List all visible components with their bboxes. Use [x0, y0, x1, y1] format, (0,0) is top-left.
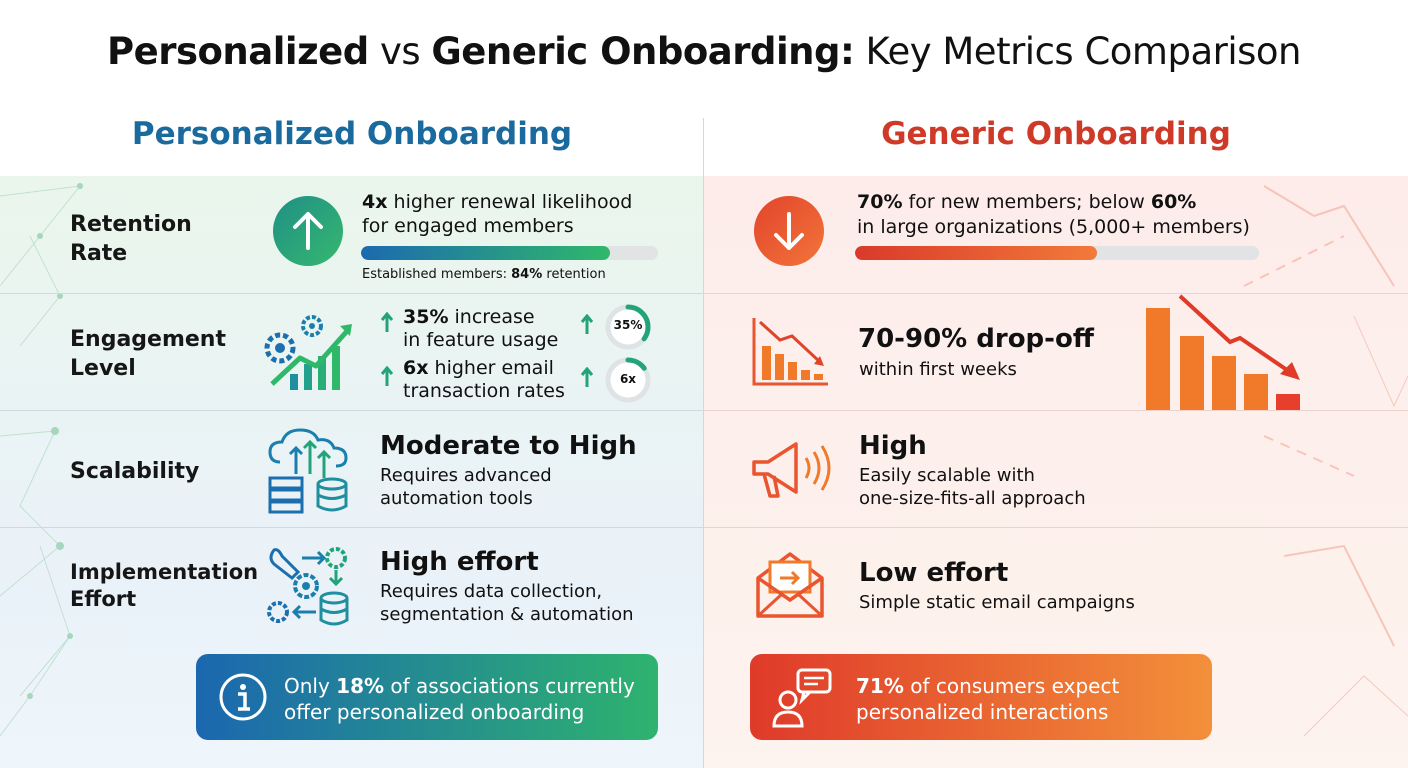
- retention-right-bar: [855, 246, 1259, 260]
- retention-left-note: Established members: 84% retention: [362, 267, 606, 282]
- row-label-implementation: Implementation Effort: [70, 560, 259, 611]
- row-divider: [704, 293, 1408, 294]
- engagement-stat2-line2: transaction rates: [403, 380, 565, 402]
- scalability-right-big: High: [859, 431, 927, 461]
- row-divider: [0, 410, 703, 411]
- stat1-progress-ring: 35%: [604, 303, 652, 351]
- retention-right-line2: in large organizations (5,000+ members): [857, 216, 1250, 238]
- row-divider: [704, 527, 1408, 528]
- scalability-left-sub2: automation tools: [380, 488, 533, 509]
- arrow-up-icon: [273, 196, 343, 266]
- person-chat-icon: [772, 666, 834, 728]
- row-label-scalability: Scalability: [70, 459, 200, 484]
- engagement-right-big: 70-90% drop-off: [858, 324, 1094, 354]
- engagement-arrow-up-icon: [380, 365, 394, 392]
- megaphone-icon: [748, 436, 832, 504]
- row-label-engagement: Engagement Level: [70, 327, 226, 381]
- declining-bar-chart-icon: [1140, 294, 1308, 410]
- personalized-callout-line2: offer personalized onboarding: [284, 700, 585, 724]
- wrench-gears-database-icon: [266, 544, 352, 628]
- engagement-stat1-line2: in feature usage: [403, 329, 559, 351]
- row-divider: [0, 527, 703, 528]
- retention-left-bar: [361, 246, 658, 260]
- column-divider: [703, 118, 704, 768]
- scalability-right-sub2: one-size-fits-all approach: [859, 488, 1086, 509]
- scalability-left-big: Moderate to High: [380, 431, 637, 461]
- personalized-column-heading: Personalized Onboarding: [131, 116, 573, 152]
- generic-callout-line2: personalized interactions: [856, 700, 1109, 724]
- declining-bar-chart-icon: [750, 316, 830, 388]
- generic-column-heading: Generic Onboarding: [881, 116, 1231, 152]
- stat2-badge: 6x: [619, 372, 637, 386]
- engagement-stat1-line1: 35% increase: [403, 306, 535, 328]
- personalized-callout: Only 18% of associations currently offer…: [196, 654, 658, 740]
- gears-growth-chart-icon: [262, 312, 354, 392]
- retention-right-line1: 70% for new members; below 60%: [857, 191, 1197, 213]
- stat2-progress-ring: 6x: [604, 356, 652, 404]
- row-label-retention: Retention Rate: [70, 212, 192, 266]
- retention-left-line1: 4x higher renewal likelihood: [362, 191, 633, 213]
- row-divider: [0, 293, 703, 294]
- info-icon: [218, 672, 268, 722]
- implementation-left-big: High effort: [380, 547, 539, 577]
- engagement-arrow-up-icon: [380, 311, 394, 338]
- decline-decoration: [1243, 185, 1408, 737]
- arrow-down-icon: [754, 196, 824, 266]
- engagement-arrow-up-icon: [580, 366, 594, 393]
- engagement-arrow-up-icon: [580, 313, 594, 340]
- personalized-callout-line1: Only 18% of associations currently: [284, 674, 635, 698]
- implementation-right-sub1: Simple static email campaigns: [859, 592, 1135, 613]
- retention-left-bar-fill: [361, 246, 611, 260]
- engagement-right-sub: within first weeks: [859, 359, 1017, 380]
- row-divider: [704, 410, 1408, 411]
- generic-callout-line1: 71% of consumers expect: [856, 674, 1120, 698]
- implementation-left-sub1: Requires data collection,: [380, 581, 603, 602]
- engagement-stat2-line1: 6x higher email: [403, 357, 554, 379]
- page-title: Personalized vs Generic Onboarding: Key …: [107, 30, 1301, 73]
- generic-callout: 71% of consumers expect personalized int…: [750, 654, 1212, 740]
- retention-left-line2: for engaged members: [362, 215, 574, 237]
- cloud-server-database-icon: [266, 426, 352, 514]
- scalability-right-sub1: Easily scalable with: [859, 465, 1035, 486]
- network-decoration: [0, 183, 83, 737]
- retention-right-bar-fill: [855, 246, 1098, 260]
- envelope-icon: [754, 548, 826, 620]
- implementation-left-sub2: segmentation & automation: [380, 604, 634, 625]
- implementation-right-big: Low effort: [859, 558, 1009, 588]
- stat1-badge: 35%: [613, 318, 643, 332]
- scalability-left-sub1: Requires advanced: [380, 465, 552, 486]
